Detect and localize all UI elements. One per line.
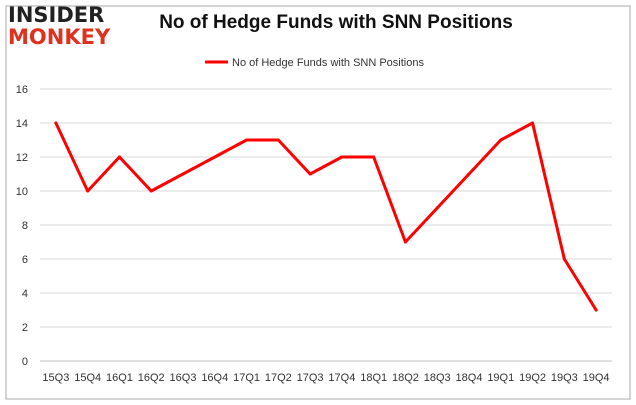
x-tick-label: 18Q2: [392, 372, 419, 384]
chart-title: No of Hedge Funds with SNN Positions: [159, 12, 513, 33]
y-tick-label: 14: [16, 118, 28, 130]
data-point: [308, 172, 312, 176]
legend: No of Hedge Funds with SNN Positions: [205, 57, 424, 69]
x-tick-label: 18Q1: [360, 372, 387, 384]
x-tick-label: 17Q2: [265, 372, 292, 384]
data-point: [245, 138, 249, 142]
x-tick-label: 15Q4: [74, 372, 101, 384]
logo-text-monkey: MONKEY: [8, 25, 111, 49]
data-point: [403, 240, 407, 244]
x-tick-label: 16Q1: [106, 372, 133, 384]
x-tick-label: 16Q4: [201, 372, 228, 384]
x-tick-label: 19Q2: [519, 372, 546, 384]
y-tick-label: 0: [22, 356, 28, 368]
data-point: [213, 155, 217, 159]
data-point: [340, 155, 344, 159]
legend-label: No of Hedge Funds with SNN Positions: [232, 57, 424, 69]
data-point: [86, 189, 90, 193]
data-point: [562, 257, 566, 261]
data-point: [531, 121, 535, 125]
x-tick-label: 19Q3: [551, 372, 578, 384]
logo-text-insider: INSIDER: [8, 3, 105, 27]
data-point: [149, 189, 153, 193]
data-point: [117, 155, 121, 159]
series-line: [54, 121, 598, 312]
x-tick-label: 16Q2: [138, 372, 165, 384]
insider-monkey-logo: INSIDER MONKEY: [8, 4, 120, 50]
x-tick-label: 16Q3: [170, 372, 197, 384]
data-point: [181, 172, 185, 176]
x-tick-label: 19Q4: [583, 372, 610, 384]
y-tick-label: 6: [22, 254, 28, 266]
y-tick-label: 16: [16, 84, 28, 96]
data-point: [594, 308, 598, 312]
x-tick-label: 18Q3: [424, 372, 451, 384]
data-point: [499, 138, 503, 142]
data-point: [467, 172, 471, 176]
x-tick-label: 17Q1: [233, 372, 260, 384]
data-point: [372, 155, 376, 159]
y-tick-label: 2: [22, 322, 28, 334]
x-tick-label: 17Q3: [297, 372, 324, 384]
data-point: [276, 138, 280, 142]
data-point: [435, 206, 439, 210]
y-tick-label: 8: [22, 220, 28, 232]
x-tick-label: 19Q1: [487, 372, 514, 384]
x-tick-label: 15Q3: [42, 372, 69, 384]
x-tick-label: 18Q4: [456, 372, 483, 384]
data-point: [54, 121, 58, 125]
y-tick-label: 10: [16, 186, 28, 198]
y-tick-label: 12: [16, 152, 28, 164]
y-tick-label: 4: [22, 288, 28, 300]
chart-frame: [5, 5, 631, 400]
x-tick-label: 17Q4: [328, 372, 355, 384]
